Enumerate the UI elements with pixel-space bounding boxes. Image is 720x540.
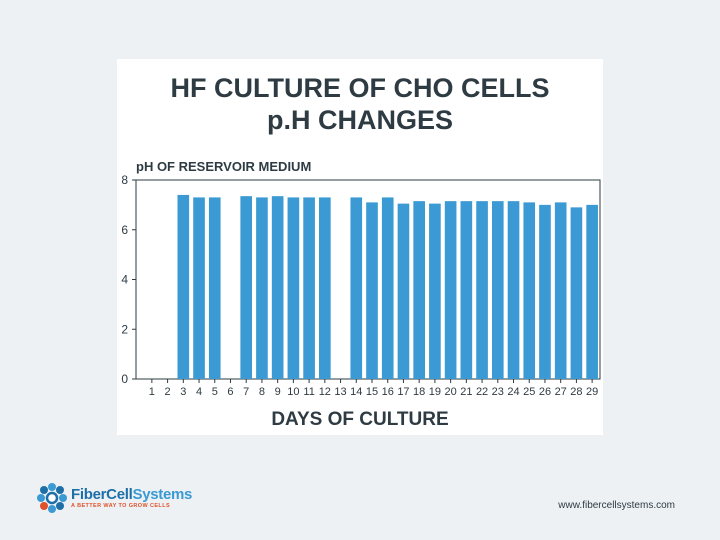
bar: [507, 201, 520, 379]
bar: [586, 204, 598, 379]
y-tick-label: 8: [121, 173, 128, 187]
bar: [366, 202, 378, 379]
x-tick-label: 24: [507, 386, 519, 398]
bar: [240, 196, 253, 379]
bar: [554, 202, 567, 379]
bar: [319, 197, 331, 379]
bar: [476, 201, 488, 379]
bar: [381, 197, 394, 379]
x-tick-label: 6: [227, 386, 233, 398]
bar: [208, 197, 221, 379]
brand-part1: FiberCell: [71, 486, 133, 503]
chart-title-line2: p.H CHANGES: [266, 105, 453, 135]
x-tick-label: 9: [275, 386, 281, 398]
x-tick-label: 2: [165, 386, 171, 398]
x-tick-label: 23: [492, 386, 504, 398]
bar: [570, 207, 583, 379]
brand-part2: Systems: [132, 486, 193, 503]
x-tick-label: 14: [350, 386, 362, 398]
x-tick-label: 5: [212, 386, 218, 398]
brand-tagline: A BETTER WAY TO GROW CELLS: [71, 503, 171, 509]
y-tick-label: 2: [121, 322, 128, 336]
x-tick-label: 29: [586, 386, 598, 398]
y-tick-label: 4: [121, 273, 128, 287]
bar: [397, 203, 410, 379]
x-axis-label: DAYS OF CULTURE: [271, 409, 449, 430]
website-url[interactable]: www.fibercellsystems.com: [558, 500, 675, 511]
bar: [271, 196, 284, 379]
chart-title-line1: HF CULTURE OF CHO CELLS: [170, 73, 550, 103]
bar: [177, 194, 190, 379]
x-tick-label: 3: [180, 386, 186, 398]
bar: [491, 201, 504, 379]
bar: [350, 197, 363, 379]
brand-name: FiberCellSystems: [71, 486, 192, 503]
x-tick-label: 21: [460, 386, 472, 398]
y-axis-label: pH OF RESERVOIR MEDIUM: [136, 159, 312, 174]
x-tick-label: 10: [287, 386, 299, 398]
x-tick-label: 15: [366, 386, 378, 398]
bar: [193, 197, 205, 379]
x-tick-label: 13: [334, 386, 346, 398]
x-tick-label: 26: [539, 386, 551, 398]
x-tick-label: 25: [523, 386, 535, 398]
x-tick-label: 7: [243, 386, 249, 398]
y-tick-label: 0: [121, 372, 128, 386]
y-tick-label: 6: [121, 223, 128, 237]
x-tick-label: 27: [555, 386, 567, 398]
x-tick-label: 16: [382, 386, 394, 398]
x-tick-label: 4: [196, 386, 202, 398]
x-tick-label: 8: [259, 386, 265, 398]
x-tick-label: 11: [303, 386, 314, 398]
bar: [413, 201, 425, 379]
bar: [460, 201, 473, 379]
bar: [539, 204, 551, 379]
bar: [256, 197, 268, 379]
chart-panel: HF CULTURE OF CHO CELLS p.H CHANGES pH O…: [117, 59, 603, 435]
x-tick-label: 20: [444, 386, 456, 398]
x-tick-label: 17: [397, 386, 409, 398]
x-tick-label: 28: [570, 386, 582, 398]
x-tick-label: 12: [319, 386, 331, 398]
bar: [429, 203, 441, 379]
x-tick-label: 18: [413, 386, 425, 398]
bar: [287, 197, 300, 379]
bar: [523, 202, 536, 379]
x-tick-label: 22: [476, 386, 488, 398]
x-tick-label: 19: [429, 386, 441, 398]
fibercell-logo-icon: [37, 483, 67, 513]
bar: [303, 197, 315, 379]
x-tick-label: 1: [149, 386, 155, 398]
bar: [444, 201, 457, 379]
